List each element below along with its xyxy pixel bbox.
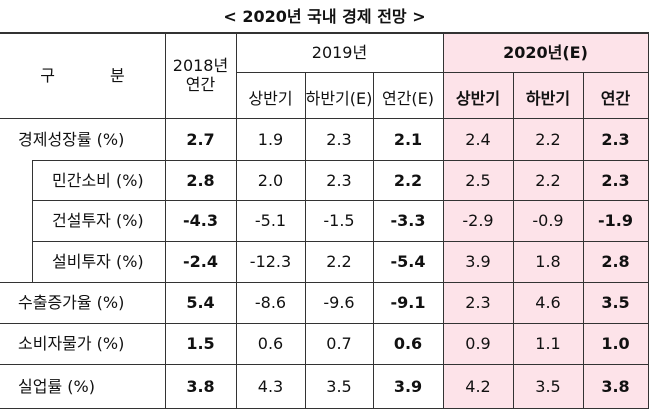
cell-value: 1.8 [535, 252, 561, 271]
h-line [32, 160, 165, 161]
header-2020-col: 하반기 [525, 88, 571, 108]
v-line [513, 72, 514, 409]
cell-value: 2.2 [535, 170, 561, 190]
header-category: 구 분 [40, 65, 125, 85]
cell-value: 2.3 [326, 170, 352, 190]
row-label: 설비투자 (%) [52, 252, 144, 271]
h-line [0, 364, 165, 365]
cell-value: 0.6 [257, 334, 284, 353]
cell-value: -9.1 [390, 293, 426, 312]
cell-value: 4.2 [465, 377, 491, 396]
cell-value: 3.8 [186, 377, 215, 396]
cell-value: 1.0 [601, 334, 630, 353]
header-2020-col: 상반기 [455, 88, 501, 108]
h-line [165, 408, 648, 409]
cell-value: 5.4 [186, 293, 215, 312]
cell-value: -0.9 [532, 211, 564, 230]
v-line [305, 72, 306, 409]
h-line [165, 323, 648, 324]
cell-value: 2.8 [186, 170, 215, 190]
header-2018-line: 2018년 [172, 56, 229, 75]
h-line [0, 408, 165, 409]
cell-value: 3.9 [393, 377, 423, 396]
h-line [0, 323, 165, 324]
v-line [165, 32, 166, 409]
cell-value: 2.7 [186, 129, 215, 149]
cell-value: 2.3 [465, 293, 491, 312]
cell-value: -5.1 [254, 211, 287, 230]
h-line [165, 241, 648, 242]
cell-value: 3.5 [326, 377, 352, 396]
v-line [583, 72, 584, 409]
v-line [443, 32, 444, 409]
cell-value: -1.9 [598, 211, 633, 230]
h-line [165, 282, 648, 283]
cell-value: 0.9 [465, 334, 491, 353]
h-line [165, 160, 648, 161]
header-2019: 2019년 [311, 42, 368, 62]
title: < 2020년 국내 경제 전망 > [223, 6, 426, 26]
header-2020-col: 연간 [600, 88, 631, 108]
cell-value: -5.4 [390, 252, 426, 271]
h-line [165, 200, 648, 201]
row-label: 건설투자 (%) [52, 211, 144, 230]
header-2019-col: 상반기 [248, 88, 293, 108]
cell-value: 2.3 [601, 170, 630, 190]
cell-value: 2.2 [393, 170, 423, 190]
cell-value: 1.5 [186, 334, 215, 353]
header-2018-line: 연간 [185, 75, 216, 94]
cell-value: 2.4 [465, 129, 491, 149]
cell-value: 2.5 [465, 170, 491, 190]
row-label: 경제성장률 (%) [18, 129, 125, 149]
h-line [0, 32, 648, 34]
cell-value: 2.3 [326, 129, 352, 149]
header-2019-col: 연간(E) [381, 88, 435, 108]
cell-value: -4.3 [183, 211, 218, 230]
cell-value: -8.6 [254, 293, 287, 312]
cell-value: -3.3 [390, 211, 426, 230]
cell-value: -1.5 [323, 211, 355, 230]
v-line [236, 32, 237, 409]
header-2020: 2020년(E) [503, 42, 588, 62]
cell-value: 3.5 [535, 377, 561, 396]
cell-value: -12.3 [249, 252, 292, 271]
v-line [373, 72, 374, 409]
h-line [0, 118, 648, 119]
row-label: 민간소비 (%) [52, 170, 144, 190]
row-label: 소비자물가 (%) [18, 334, 125, 353]
row-label: 실업률 (%) [18, 377, 95, 396]
cell-value: 3.5 [601, 293, 630, 312]
h-line [32, 200, 165, 201]
cell-value: 2.8 [601, 252, 630, 271]
cell-value: 4.3 [257, 377, 284, 396]
cell-value: 2.2 [535, 129, 561, 149]
h-line [236, 72, 648, 73]
row-label: 수출증가율 (%) [18, 293, 125, 312]
cell-value: 1.1 [535, 334, 561, 353]
cell-value: -2.4 [183, 252, 218, 271]
pink-bg [443, 32, 649, 409]
cell-value: -2.9 [462, 211, 494, 230]
h-line [0, 282, 165, 283]
v-line [32, 160, 33, 282]
cell-value: 2.0 [257, 170, 284, 190]
header-2019-col: 하반기(E) [305, 88, 373, 108]
cell-value: 4.6 [535, 293, 561, 312]
header-2018: 2018년 연간 [165, 32, 236, 118]
cell-value: 1.9 [257, 129, 284, 149]
h-line [32, 241, 165, 242]
cell-value: 3.9 [465, 252, 491, 271]
h-line [165, 364, 648, 365]
cell-value: 3.8 [601, 377, 630, 396]
cell-value: 0.6 [393, 334, 423, 353]
cell-value: 0.7 [326, 334, 352, 353]
cell-value: -9.6 [323, 293, 355, 312]
cell-value: 2.2 [326, 252, 352, 271]
cell-value: 2.3 [601, 129, 630, 149]
cell-value: 2.1 [393, 129, 423, 149]
